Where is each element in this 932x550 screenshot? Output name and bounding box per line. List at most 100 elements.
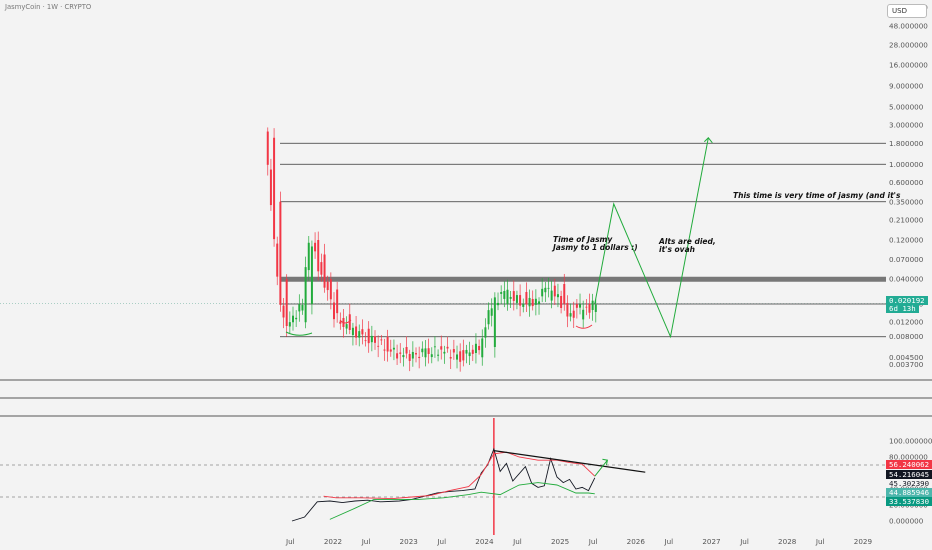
candle-body [519, 295, 522, 306]
candle-body [336, 289, 339, 314]
candle-body [427, 348, 430, 354]
candle-body [468, 352, 471, 357]
candle-body [443, 351, 446, 354]
time-tick-label: 2022 [324, 537, 342, 546]
candle-body [282, 305, 285, 318]
annotation-text: it's ovah [659, 245, 695, 254]
price-tick-label: 48.000000 [889, 21, 928, 30]
time-tick-label: Jul [512, 537, 522, 546]
candle-body [358, 331, 361, 338]
candle-body [538, 301, 541, 304]
candle-body [575, 304, 578, 308]
candle-body [500, 292, 503, 294]
candle-body [377, 345, 380, 347]
candle-body [471, 349, 474, 354]
osc-arrow-head [602, 458, 609, 466]
candles-group [266, 127, 597, 372]
projection-path [594, 137, 709, 339]
osc-tag-green: 33.537830 [886, 497, 932, 506]
candle-body [456, 354, 459, 360]
candle-body [588, 304, 591, 313]
candle-body [320, 262, 323, 275]
candle-body [301, 304, 304, 311]
time-tick-label: 2029 [854, 537, 873, 546]
price-tick-label: 0.210000 [889, 216, 924, 225]
candle-body [292, 315, 294, 323]
candle-body [326, 281, 329, 291]
candle-body [361, 329, 364, 335]
candle-body [298, 304, 301, 312]
candle-body [333, 302, 336, 320]
candle-body [579, 304, 582, 308]
price-tick-label: 0.003700 [889, 360, 924, 369]
currency-button[interactable]: USD [887, 4, 927, 18]
candle-body [560, 296, 563, 309]
candle-body [591, 300, 594, 311]
osc-tag-plain: 45.302390 [889, 479, 930, 488]
price-tick-label: 0.012000 [889, 318, 924, 327]
candle-body [487, 310, 490, 325]
candle-body [440, 346, 443, 350]
candle-body [497, 302, 500, 306]
time-tick-label: Jul [361, 537, 371, 546]
candle-body [348, 314, 351, 330]
price-tick-label: 0.070000 [889, 255, 924, 264]
time-tick-label: Jul [285, 537, 295, 546]
candle-body [367, 328, 370, 344]
annotation-text: This time is very time of jasmy (and it'… [733, 191, 901, 200]
price-pane [0, 0, 886, 380]
candle-body [515, 295, 518, 303]
candle-body [380, 339, 383, 341]
candle-body [402, 355, 405, 358]
candle-body [585, 306, 588, 308]
candle-body [582, 309, 585, 320]
candle-body [490, 308, 493, 316]
osc-arrow-line [594, 459, 608, 477]
candle-body [288, 322, 291, 327]
annotation-text: Time of Jasmy [553, 235, 613, 244]
candle-body [269, 169, 272, 206]
price-tick-label: 3.000000 [889, 121, 924, 130]
candle-body [266, 131, 269, 165]
osc-tag-teal: 44.885946 [886, 488, 932, 497]
candle-body [484, 327, 487, 338]
time-tick-label: Jul [436, 537, 446, 546]
candle-body [547, 287, 550, 289]
candle-body [594, 304, 597, 312]
time-tick-label: 2023 [400, 537, 418, 546]
candle-body [396, 353, 399, 359]
candle-body [446, 346, 449, 349]
candle-body [317, 240, 320, 272]
candle-body [449, 357, 452, 359]
candle-body [364, 340, 367, 342]
bottom-curve-red-1 [339, 319, 352, 324]
candle-body [314, 242, 317, 252]
candle-body [310, 246, 313, 304]
candle-body [355, 326, 358, 338]
candle-body [411, 351, 414, 359]
price-tick-label: 0.008000 [889, 332, 924, 341]
candle-body [459, 351, 462, 362]
candle-body [556, 294, 559, 298]
candle-body [563, 284, 566, 304]
candle-body [493, 297, 496, 348]
candle-body [550, 290, 553, 301]
candle-body [304, 267, 307, 323]
price-tick-label: 28.000000 [889, 41, 928, 50]
candle-body [351, 327, 354, 336]
candle-body [405, 347, 408, 354]
candle-body [273, 137, 276, 240]
time-tick-label: Jul [815, 537, 825, 546]
osc-series-line-1 [323, 451, 596, 500]
candle-body [506, 289, 509, 304]
candle-body [386, 336, 389, 352]
candle-body [392, 347, 395, 350]
candle-body [566, 302, 569, 317]
candle-body [339, 321, 342, 324]
candle-body [509, 296, 512, 299]
candle-body [531, 298, 534, 307]
candle-body [389, 349, 392, 352]
osc-tick-label: 100.000000 [889, 437, 932, 446]
